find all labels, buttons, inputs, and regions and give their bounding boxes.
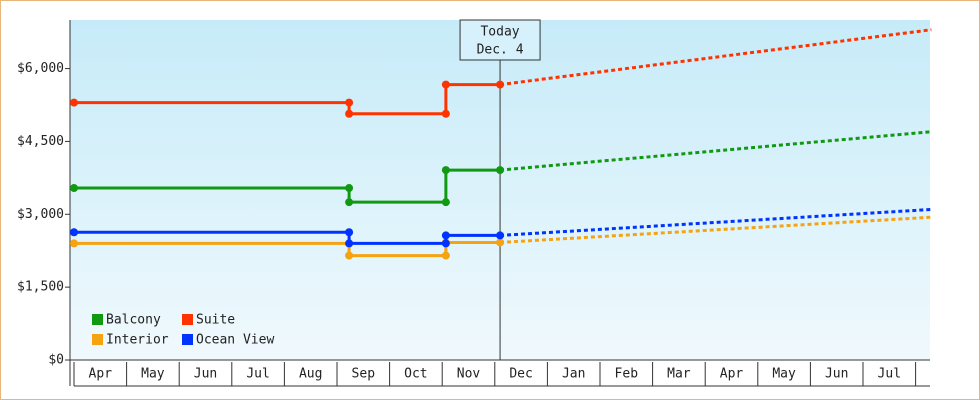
point [441,166,450,175]
legend-label: Suite [196,313,235,328]
x-tick-label: Jun [194,367,217,382]
y-tick-label: $4,500 [17,134,64,149]
legend-swatch [182,314,193,325]
today-label: Dec. 4 [477,43,524,58]
step-corner [345,184,354,193]
today-label: Today [480,25,519,40]
today-box [459,19,541,61]
step-corner [441,251,450,260]
point [70,239,78,248]
x-tick-label: Dec [509,367,532,382]
x-tick-label: Jul [878,367,901,382]
step-corner [441,198,450,207]
forecast-line [499,207,932,237]
point [345,239,354,248]
step-corner [441,109,450,118]
legend-swatch [182,334,193,345]
x-tick-label: Feb [615,367,639,382]
series-line [74,168,501,204]
x-tick-label: Apr [720,367,744,382]
legend-label: Interior [106,333,169,348]
y-tick-label: $0 [48,353,64,368]
point [345,251,354,260]
x-tick-label: Jun [825,367,848,382]
x-tick-label: May [772,367,796,382]
forecast-line [499,215,932,244]
x-tick-label: Mar [667,367,691,382]
forecast-line [499,28,932,87]
point [441,231,450,240]
legend-label: Balcony [106,313,161,328]
series-line [74,230,501,245]
point [345,109,354,118]
legend-label: Ocean View [196,333,274,348]
x-tick-label: Nov [457,367,481,382]
point [345,198,354,207]
legend-swatch [92,314,103,325]
x-tick-label: Sep [352,367,376,382]
x-tick-label: May [141,367,165,382]
y-tick-label: $3,000 [17,207,64,222]
step-corner [441,239,450,248]
legend-swatch [92,334,103,345]
series-line [74,83,501,116]
y-tick-label: $6,000 [17,61,64,76]
step-corner [345,228,354,237]
step-corner [345,98,354,107]
point [70,228,78,237]
y-tick-label: $1,500 [17,280,64,295]
x-tick-label: Jul [246,367,269,382]
x-tick-label: Apr [89,367,113,382]
x-tick-label: Jan [562,367,585,382]
x-tick-label: Oct [404,367,427,382]
series-line [74,240,501,258]
point [70,98,78,107]
forecast-line [499,130,932,172]
x-tick-label: Aug [299,367,322,382]
point [441,80,450,89]
point [70,184,78,193]
